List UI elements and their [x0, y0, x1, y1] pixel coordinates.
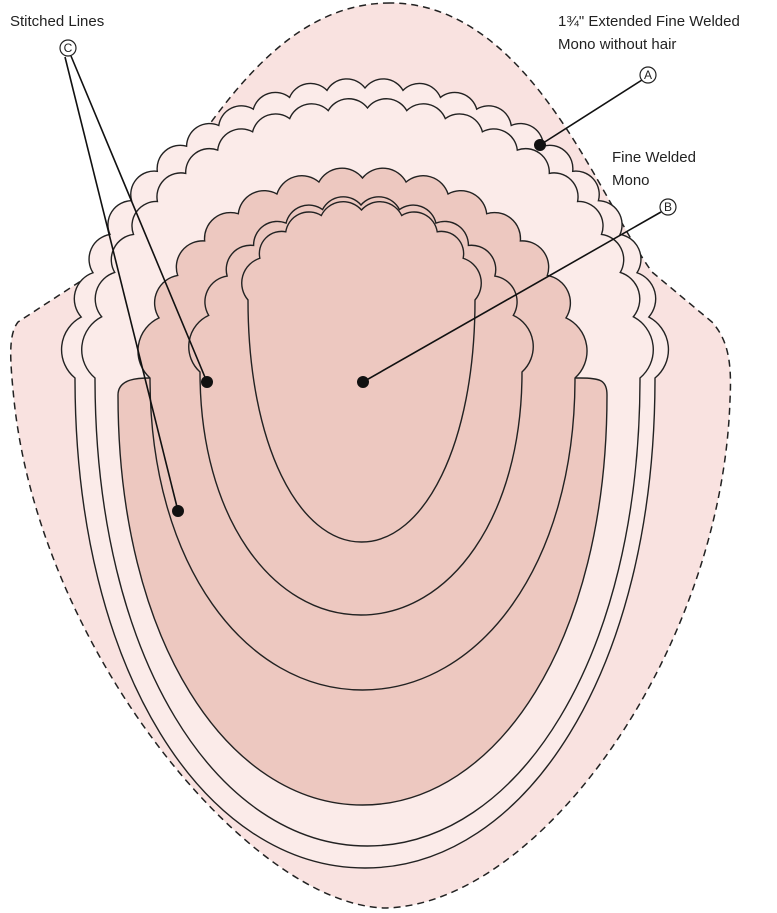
label-line: Mono without hair	[558, 36, 676, 53]
label-line: 1¾" Extended Fine Welded	[558, 13, 740, 30]
marker-letter: C	[64, 41, 73, 55]
marker-circle	[659, 198, 677, 216]
marker-circle	[639, 66, 657, 84]
label-line: Stitched Lines	[10, 13, 104, 30]
leader-c1	[70, 55, 208, 383]
dot-c1	[201, 376, 213, 388]
label-c: Stitched Lines C	[10, 13, 104, 57]
stitched-layer	[241, 201, 482, 543]
leader-b	[362, 211, 662, 383]
leader-a	[539, 79, 643, 146]
marker-letter: B	[664, 200, 672, 214]
leaders	[64, 55, 662, 517]
dot-b	[357, 376, 369, 388]
dot-c2	[172, 505, 184, 517]
label-a: 1¾" Extended Fine Welded Mono without ha…	[558, 13, 740, 84]
dot-a	[534, 139, 546, 151]
label-line: Mono	[612, 172, 650, 189]
leader-c2	[64, 56, 179, 512]
layers	[60, 78, 670, 869]
marker-circle	[59, 39, 77, 57]
label-b: Fine Welded Mono B	[612, 149, 696, 216]
marker-letter: A	[644, 68, 652, 82]
label-line: Fine Welded	[612, 149, 696, 166]
